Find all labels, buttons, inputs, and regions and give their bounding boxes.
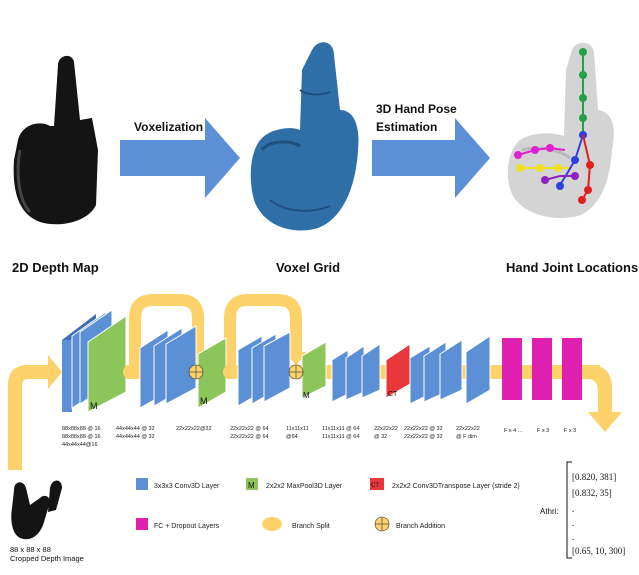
dim-label: 22x22x22 @ 32 xyxy=(404,426,443,432)
svg-text:Branch Split: Branch Split xyxy=(292,523,330,530)
maxpool-block-1: M xyxy=(87,315,127,413)
output-row: . xyxy=(572,532,574,542)
conv-block-group-4 xyxy=(331,343,381,403)
output-row: . xyxy=(572,518,574,528)
dim-label: 22x22x22@32 xyxy=(176,426,212,432)
svg-text:2x2x2 MaxPool3D Layer: 2x2x2 MaxPool3D Layer xyxy=(266,483,343,490)
svg-text:CT: CT xyxy=(388,391,398,398)
conv-block-final xyxy=(465,335,491,405)
dim-label: @64 xyxy=(286,434,298,440)
maxpool-block-3: M xyxy=(301,341,327,400)
output-row: . xyxy=(572,504,574,514)
dim-label: 88x88x88 @ 16 xyxy=(62,434,101,440)
svg-text:M: M xyxy=(303,391,310,400)
legend-branch-split: Branch Split xyxy=(262,517,330,531)
svg-text:2x2x2 Conv3DTranspose Layer (s: 2x2x2 Conv3DTranspose Layer (stride 2) xyxy=(392,483,520,490)
svg-text:CT: CT xyxy=(371,483,379,489)
dim-label: 11x11x11 @ 64 xyxy=(322,434,359,440)
svg-text:FC + Dropout Layers: FC + Dropout Layers xyxy=(154,523,220,530)
svg-text:Branch Addition: Branch Addition xyxy=(396,523,445,530)
svg-text:3x3x3 Conv3D Layer: 3x3x3 Conv3D Layer xyxy=(154,483,220,490)
branch-split-markers xyxy=(123,365,237,379)
voxel-grid-image xyxy=(250,42,359,231)
pose-estimation-label-line1: 3D Hand Pose xyxy=(376,102,457,116)
dim-label: F x 3 xyxy=(564,428,576,434)
transpose-block: CT xyxy=(385,343,411,399)
dim-label: 88x88x88 @ 16 xyxy=(62,426,101,432)
cropped-depth-image xyxy=(11,480,62,540)
dim-label: 11x11x11 @ 64 xyxy=(322,426,359,432)
dim-label: 22x22x22 xyxy=(456,426,480,432)
dim-label: 44x44x44@16 xyxy=(62,442,98,448)
input-dim-label: 88 x 88 x 88 xyxy=(10,545,51,554)
dim-label: @ F dim xyxy=(456,434,477,440)
legend-fc: FC + Dropout Layers xyxy=(136,518,220,530)
stage-title-depth-map: 2D Depth Map xyxy=(12,260,99,275)
conv-block-group-2 xyxy=(139,325,197,409)
voxelization-label: Voxelization xyxy=(134,120,203,134)
dimension-labels: 88x88x88 @ 16 88x88x88 @ 16 44x44x44@16 … xyxy=(62,426,576,448)
dim-label: 44x44x44 @ 32 xyxy=(116,426,155,432)
output-matrix: [0.820, 381] [0.832, 35] . . . [0.65, 10… xyxy=(540,461,625,559)
hand-joints-image xyxy=(507,42,614,218)
legend-branch-addition: Branch Addition xyxy=(374,516,445,532)
branch-addition-markers xyxy=(188,364,304,380)
svg-text:M: M xyxy=(200,396,208,406)
output-row: [0.65, 10, 300] xyxy=(572,546,625,556)
dim-label: 22x22x22 @ 32 xyxy=(404,434,443,440)
stage-title-joint-locations: Hand Joint Locations xyxy=(506,260,638,275)
dim-label: 22x22x22 @ 64 xyxy=(230,426,269,432)
maxpool-block-2: M xyxy=(197,337,227,409)
dim-label: @ 32 xyxy=(374,434,387,440)
output-flow-arrow xyxy=(588,365,622,432)
svg-text:M: M xyxy=(248,481,255,490)
legend-conv: 3x3x3 Conv3D Layer xyxy=(136,478,220,490)
fc-layers xyxy=(502,338,582,400)
voxelization-arrow xyxy=(120,118,240,198)
conv-block-group-5 xyxy=(409,339,463,405)
legend-maxpool: M 2x2x2 MaxPool3D Layer xyxy=(246,478,343,490)
svg-text:M: M xyxy=(90,401,98,411)
legend: 3x3x3 Conv3D Layer M 2x2x2 MaxPool3D Lay… xyxy=(136,478,520,532)
dim-label: F x 4 ... xyxy=(504,428,523,434)
skip-connection-2 xyxy=(224,294,306,372)
input-flow-arrow xyxy=(8,355,62,470)
output-label: Athri: xyxy=(540,507,559,516)
legend-transpose: CT 2x2x2 Conv3DTranspose Layer (stride 2… xyxy=(370,478,520,490)
dim-label: 22x22x22 xyxy=(374,426,398,432)
input-caption: Cropped Depth Image xyxy=(10,554,84,563)
pose-estimation-label-line2: Estimation xyxy=(376,120,437,134)
dim-label: 44x44x44 @ 32 xyxy=(116,434,155,440)
dim-label: 11x11x11 xyxy=(286,426,309,432)
output-row: [0.820, 381] xyxy=(572,472,616,482)
pose-estimation-arrow xyxy=(372,118,490,198)
dim-label: 22x22x22 @ 64 xyxy=(230,434,269,440)
conv-block-group-3 xyxy=(237,331,291,407)
dim-label: F x 3 xyxy=(537,428,549,434)
stage-title-voxel-grid: Voxel Grid xyxy=(276,260,340,275)
depth-map-image xyxy=(13,55,98,225)
output-row: [0.832, 35] xyxy=(572,488,612,498)
